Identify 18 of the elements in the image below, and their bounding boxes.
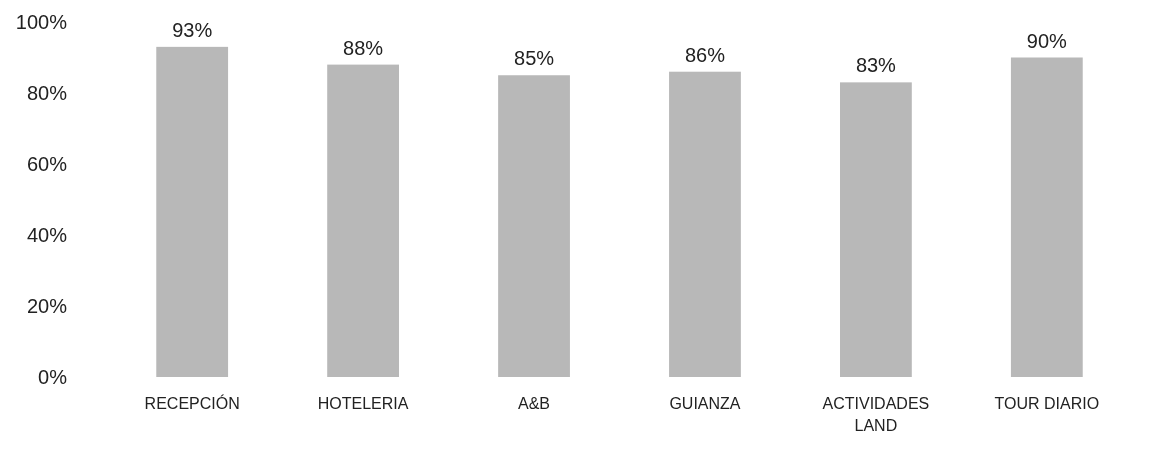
x-tick-label: A&B [518,395,551,412]
data-label: 85% [514,47,555,70]
y-tick-label: 80% [26,82,68,104]
x-tick-label: HOTELERIA [317,395,409,412]
data-label: 93% [172,18,213,41]
y-tick-label: 100% [15,11,68,33]
data-label: 83% [855,54,897,77]
x-tick-label: GUIANZA [669,395,741,412]
data-label: 86% [684,43,726,66]
data-label: 90% [1026,29,1068,52]
y-tick-label: 40% [26,224,68,246]
y-tick-label: 60% [26,153,68,175]
y-tick-label: 0% [38,366,68,388]
x-tick-label: ACTIVIDADES LAND [822,395,930,434]
data-label: 88% [343,36,384,59]
x-tick-label: TOUR DIARIO [994,395,1100,412]
y-tick-label: 20% [26,295,68,317]
x-tick-label: RECEPCIÓN [144,394,240,412]
